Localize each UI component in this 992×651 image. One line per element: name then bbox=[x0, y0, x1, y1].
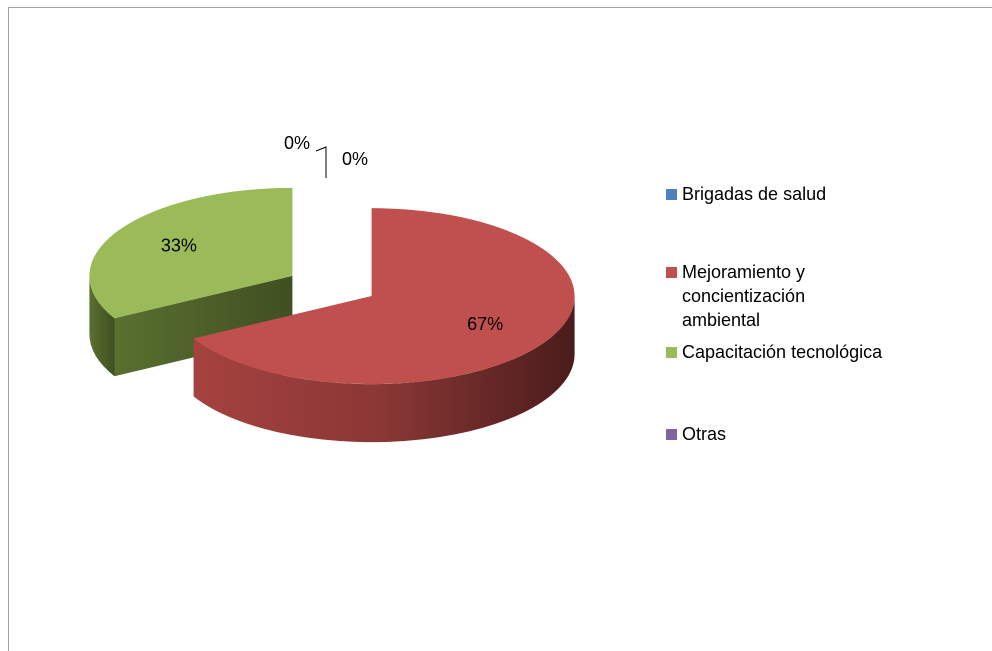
chart-border bbox=[8, 7, 992, 651]
slice-top bbox=[193, 208, 575, 385]
data-label: 0% bbox=[342, 149, 368, 169]
legend-entry: Brigadas de salud bbox=[666, 182, 982, 206]
legend-label: Otras bbox=[682, 424, 727, 444]
slice-wall bbox=[114, 275, 293, 377]
data-label: 0% bbox=[284, 133, 310, 153]
legend-swatch bbox=[666, 347, 677, 358]
slice-side bbox=[89, 275, 115, 377]
legend-label: Brigadas de salud bbox=[682, 184, 827, 204]
legend-label: Capacitación tecnológica bbox=[682, 342, 883, 362]
data-label: 33% bbox=[161, 235, 197, 255]
legend-entry: Capacitación tecnológica bbox=[666, 340, 982, 364]
legend-entry: Mejoramiento y concientización ambiental bbox=[666, 260, 882, 332]
legend-swatch bbox=[666, 189, 677, 200]
leader-line bbox=[315, 146, 327, 178]
slice-side bbox=[193, 296, 575, 443]
legend-swatch bbox=[666, 267, 677, 278]
legend-swatch bbox=[666, 429, 677, 440]
legend-entry: Otras bbox=[666, 422, 982, 446]
pie-slice bbox=[89, 187, 293, 377]
pie-slice bbox=[193, 208, 575, 443]
slice-top bbox=[89, 187, 293, 319]
data-label: 67% bbox=[467, 314, 503, 334]
legend-label: Mejoramiento y concientización ambiental bbox=[682, 262, 806, 330]
